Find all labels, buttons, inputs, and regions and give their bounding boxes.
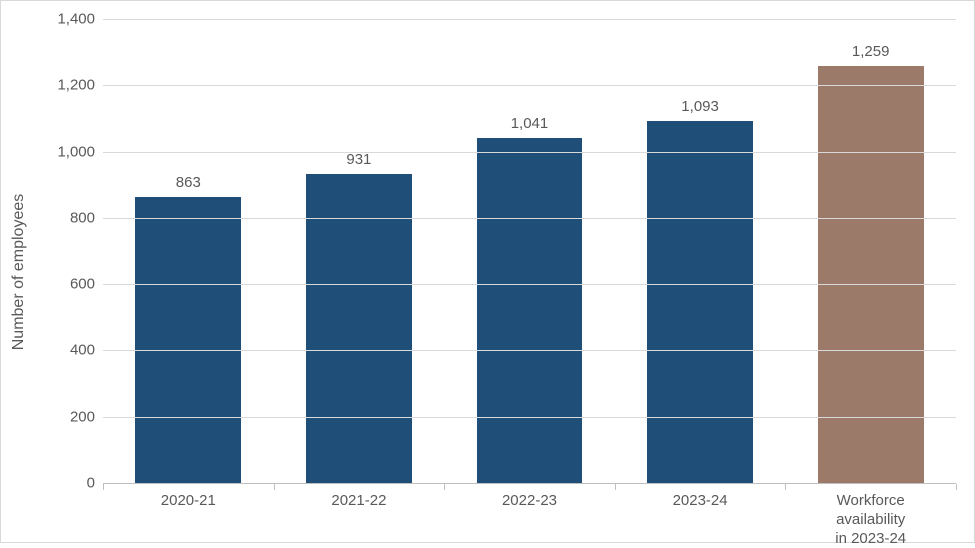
bar-value-label: 931 — [346, 151, 371, 168]
y-tick-label: 400 — [70, 342, 103, 359]
bar: 1,093 — [647, 121, 753, 483]
bar-value-label: 1,093 — [681, 98, 719, 115]
bar-slot: 1,259 — [785, 19, 956, 483]
bar: 863 — [135, 197, 241, 483]
x-tick-label: 2022-23 — [502, 492, 557, 511]
y-axis-title: Number of employees — [10, 193, 28, 350]
bars-row: 863 931 1,041 1,093 1,259 — [103, 19, 956, 483]
x-tick-mark — [444, 484, 445, 490]
y-tick-label: 1,400 — [57, 11, 103, 28]
y-tick-label: 600 — [70, 276, 103, 293]
x-axis: 2020-212021-222022-232023-24Workforce av… — [103, 484, 956, 542]
bar-value-label: 1,259 — [852, 43, 890, 60]
bar-value-label: 863 — [176, 174, 201, 191]
employees-bar-chart: Number of employees 863 931 1,041 1,093 1,25… — [0, 0, 975, 543]
y-tick-label: 1,000 — [57, 143, 103, 160]
bar-slot: 1,041 — [444, 19, 615, 483]
x-tick-mark — [785, 484, 786, 490]
bar: 1,259 — [818, 66, 924, 483]
x-tick-label: Workforce availability in 2023-24 — [828, 492, 913, 548]
bar-slot: 863 — [103, 19, 274, 483]
bar-value-label: 1,041 — [511, 115, 549, 132]
bar: 1,041 — [477, 138, 583, 483]
grid-line — [103, 417, 956, 418]
grid-line — [103, 284, 956, 285]
grid-line — [103, 350, 956, 351]
bar: 931 — [306, 174, 412, 483]
x-tick-label: 2021-22 — [331, 492, 386, 511]
bar-slot: 931 — [274, 19, 445, 483]
plot-area: 8639311,0411,0931,259 02004006008001,000… — [103, 19, 956, 484]
x-tick-label: 2020-21 — [161, 492, 216, 511]
grid-line — [103, 152, 956, 153]
x-tick-label: 2023-24 — [673, 492, 728, 511]
x-tick-mark — [615, 484, 616, 490]
grid-line — [103, 218, 956, 219]
grid-line — [103, 85, 956, 86]
grid-line — [103, 19, 956, 20]
x-tick-mark — [103, 484, 104, 490]
y-tick-label: 800 — [70, 209, 103, 226]
x-tick-mark — [274, 484, 275, 490]
x-tick-mark — [956, 484, 957, 490]
y-tick-label: 1,200 — [57, 77, 103, 94]
y-tick-label: 200 — [70, 408, 103, 425]
bar-slot: 1,093 — [615, 19, 786, 483]
y-tick-label: 0 — [87, 475, 103, 492]
